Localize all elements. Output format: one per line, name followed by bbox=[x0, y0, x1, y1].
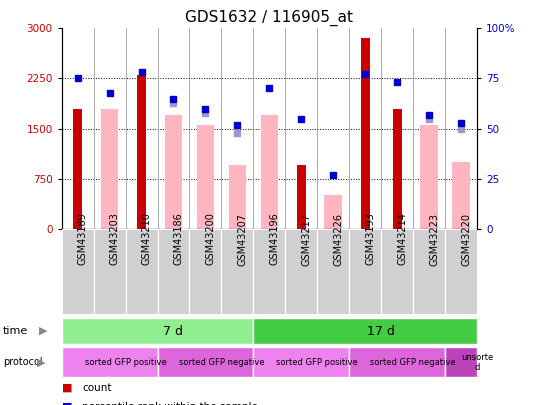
Bar bbox=[445, 347, 477, 377]
Bar bbox=[297, 165, 306, 229]
Bar bbox=[197, 125, 214, 229]
Bar bbox=[349, 229, 381, 314]
Bar bbox=[221, 229, 254, 314]
Text: GSM43196: GSM43196 bbox=[270, 213, 279, 265]
Bar bbox=[62, 318, 254, 344]
Text: protocol: protocol bbox=[3, 357, 42, 367]
Text: GSM43207: GSM43207 bbox=[237, 213, 248, 266]
Bar bbox=[324, 196, 342, 229]
Bar bbox=[420, 125, 438, 229]
Bar bbox=[445, 229, 477, 314]
Title: GDS1632 / 116905_at: GDS1632 / 116905_at bbox=[185, 9, 353, 26]
Text: ■: ■ bbox=[62, 383, 72, 392]
Bar bbox=[285, 229, 317, 314]
Bar bbox=[254, 318, 477, 344]
Text: GSM43200: GSM43200 bbox=[205, 213, 215, 265]
Bar bbox=[73, 109, 82, 229]
Text: GSM43223: GSM43223 bbox=[429, 213, 439, 266]
Bar bbox=[260, 115, 278, 229]
Text: ■: ■ bbox=[62, 402, 72, 405]
Bar bbox=[62, 347, 158, 377]
Bar bbox=[349, 347, 445, 377]
Text: 7 d: 7 d bbox=[163, 324, 183, 338]
Bar bbox=[94, 229, 125, 314]
Bar bbox=[254, 347, 349, 377]
Text: sorted GFP positive: sorted GFP positive bbox=[85, 358, 166, 367]
Text: GSM43203: GSM43203 bbox=[109, 213, 120, 265]
Bar bbox=[381, 229, 413, 314]
Bar bbox=[158, 229, 189, 314]
Bar bbox=[317, 229, 349, 314]
Bar bbox=[165, 115, 182, 229]
Text: GSM43186: GSM43186 bbox=[174, 213, 183, 265]
Bar bbox=[393, 109, 401, 229]
Bar bbox=[125, 229, 158, 314]
Text: ▶: ▶ bbox=[39, 326, 48, 336]
Bar bbox=[254, 229, 285, 314]
Text: unsorte
d: unsorte d bbox=[461, 353, 493, 372]
Text: GSM43217: GSM43217 bbox=[301, 213, 311, 266]
Text: percentile rank within the sample: percentile rank within the sample bbox=[82, 402, 258, 405]
Text: GSM43193: GSM43193 bbox=[365, 213, 375, 265]
Text: ▶: ▶ bbox=[37, 357, 46, 367]
Text: GSM43189: GSM43189 bbox=[78, 213, 87, 265]
Text: 17 d: 17 d bbox=[367, 324, 395, 338]
Bar bbox=[228, 165, 246, 229]
Bar bbox=[361, 38, 370, 229]
Text: GSM43214: GSM43214 bbox=[397, 213, 407, 265]
Bar bbox=[452, 162, 470, 229]
Bar bbox=[189, 229, 221, 314]
Text: sorted GFP positive: sorted GFP positive bbox=[277, 358, 358, 367]
Bar bbox=[101, 109, 118, 229]
Text: sorted GFP negative: sorted GFP negative bbox=[370, 358, 456, 367]
Bar bbox=[62, 229, 94, 314]
Text: GSM43210: GSM43210 bbox=[142, 213, 152, 265]
Bar bbox=[158, 347, 254, 377]
Bar bbox=[413, 229, 445, 314]
Text: GSM43226: GSM43226 bbox=[333, 213, 343, 266]
Text: count: count bbox=[82, 383, 111, 392]
Bar bbox=[137, 75, 146, 229]
Text: GSM43220: GSM43220 bbox=[461, 213, 471, 266]
Text: sorted GFP negative: sorted GFP negative bbox=[178, 358, 264, 367]
Text: time: time bbox=[3, 326, 28, 336]
